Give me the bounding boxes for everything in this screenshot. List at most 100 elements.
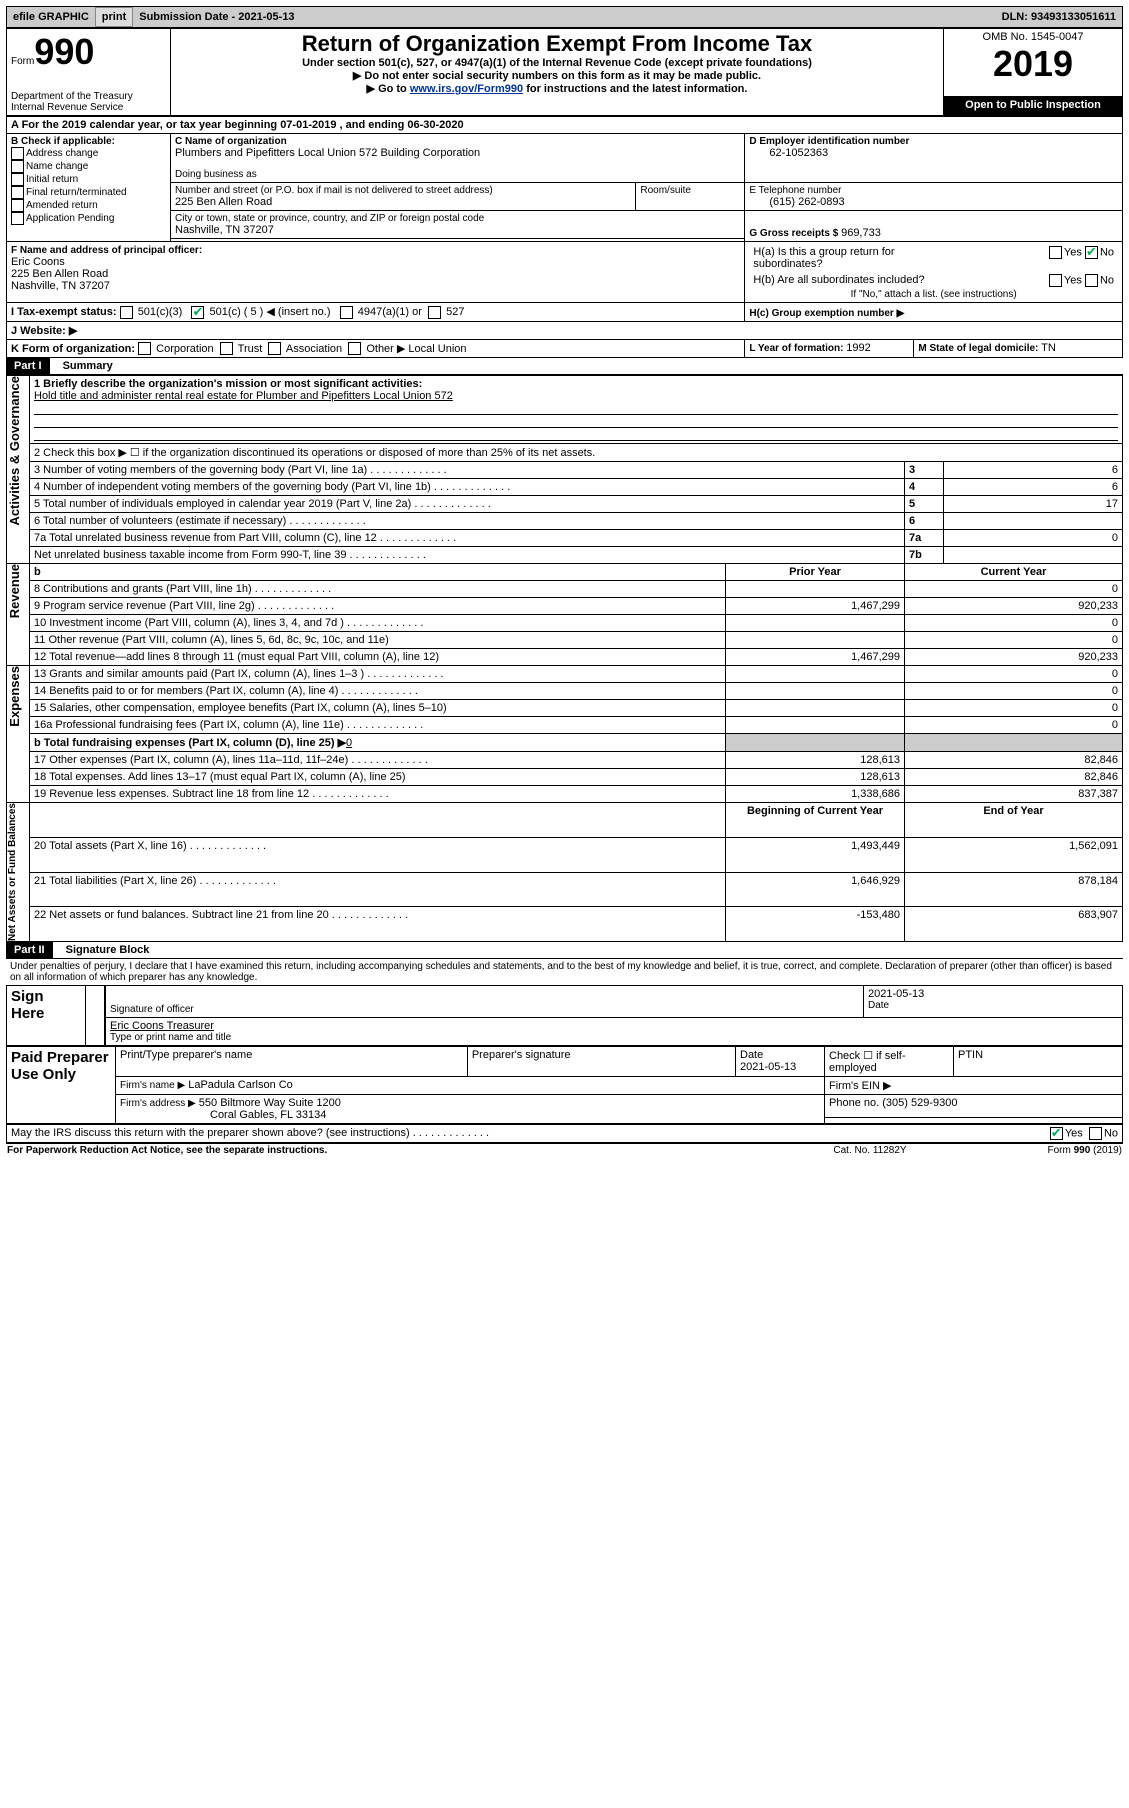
- lbl-4947: 4947(a)(1) or: [358, 306, 422, 318]
- box-h: H(a) Is this a group return for subordin…: [745, 242, 1123, 303]
- n7a: 7a: [905, 530, 944, 547]
- sig-date-row: 2021-05-13 Date: [864, 986, 1123, 1018]
- hb-yesno: Yes No: [971, 272, 1118, 289]
- box-hc: H(c) Group exemption number ▶: [745, 303, 1123, 322]
- grey1: [726, 734, 905, 752]
- cy18: 82,846: [905, 769, 1123, 786]
- chk-discuss-no[interactable]: [1089, 1127, 1102, 1140]
- l17: 17 Other expenses (Part IX, column (A), …: [34, 754, 428, 766]
- row-k: K Form of organization: Corporation Trus…: [7, 339, 745, 358]
- chk-4947[interactable]: [340, 306, 353, 319]
- n4: 4: [905, 479, 944, 496]
- irs-link[interactable]: www.irs.gov/Form990: [410, 83, 523, 95]
- pp-date-label: Date: [740, 1049, 763, 1061]
- py11: [726, 632, 905, 649]
- lbl-527: 527: [446, 306, 464, 318]
- pp-check: Check ☐ if self-employed: [825, 1047, 954, 1077]
- chk-other[interactable]: [348, 342, 361, 355]
- blank2: [825, 1117, 1123, 1124]
- chk-assoc[interactable]: [268, 342, 281, 355]
- chk-ha-yes[interactable]: [1049, 246, 1062, 259]
- chk-address-change[interactable]: [11, 147, 24, 160]
- period-row: A For the 2019 calendar year, or tax yea…: [7, 117, 1123, 134]
- lbl-yes2: Yes: [1064, 274, 1082, 286]
- chk-amended[interactable]: [11, 199, 24, 212]
- dept-treasury: Department of the Treasury Internal Reve…: [11, 91, 166, 113]
- n7b: 7b: [905, 547, 944, 564]
- n3: 3: [905, 462, 944, 479]
- cy16a: 0: [905, 717, 1123, 734]
- py17: 128,613: [726, 752, 905, 769]
- pp-date: 2021-05-13: [740, 1061, 796, 1073]
- hb-label: H(b) Are all subordinates included?: [749, 272, 970, 289]
- discuss-yesno: Yes No: [914, 1125, 1123, 1143]
- title-cell: Return of Organization Exempt From Incom…: [171, 29, 944, 116]
- firm-name: LaPadula Carlson Co: [188, 1079, 293, 1091]
- chk-501c3[interactable]: [120, 306, 133, 319]
- lbl-app-pending: Application Pending: [26, 213, 114, 224]
- l-label: L Year of formation:: [749, 343, 846, 354]
- v7a: 0: [944, 530, 1123, 547]
- line2: 2 Check this box ▶ ☐ if the organization…: [30, 444, 1123, 462]
- officer-type-row: Eric Coons Treasurer Type or print name …: [105, 1018, 1123, 1046]
- lbl-amended: Amended return: [26, 200, 98, 211]
- chk-corp[interactable]: [138, 342, 151, 355]
- i-label: I Tax-exempt status:: [11, 306, 117, 318]
- l18: 18 Total expenses. Add lines 13–17 (must…: [34, 771, 406, 783]
- phone-value: (615) 262-0893: [749, 196, 1118, 208]
- form-number: 990: [34, 31, 94, 72]
- box-b-label: B Check if applicable:: [11, 136, 166, 147]
- paid-preparer: Paid Preparer Use Only: [7, 1047, 116, 1124]
- part1-tab: Part I: [6, 358, 50, 374]
- chk-discuss-yes[interactable]: [1050, 1127, 1063, 1140]
- f-label: F Name and address of principal officer:: [11, 245, 202, 256]
- print-button[interactable]: print: [95, 7, 133, 27]
- chk-hb-no[interactable]: [1085, 274, 1098, 287]
- l8: 8 Contributions and grants (Part VIII, l…: [34, 583, 331, 595]
- penalty-text: Under penalties of perjury, I declare th…: [6, 959, 1123, 985]
- form-year: 2019: [948, 43, 1118, 85]
- chk-app-pending[interactable]: [11, 212, 24, 225]
- lbl-yes: Yes: [1064, 246, 1082, 258]
- form-no-footer: Form 990 (2019): [971, 1144, 1123, 1158]
- py20: 1,493,449: [726, 837, 905, 872]
- sidebar-revenue: Revenue: [7, 564, 22, 618]
- chk-501c[interactable]: [191, 306, 204, 319]
- j-label: J Website: ▶: [11, 325, 77, 337]
- lbl-final-return: Final return/terminated: [26, 187, 127, 198]
- hb-note: If "No," attach a list. (see instruction…: [749, 289, 1118, 300]
- form-header-table: Form990 Department of the Treasury Inter…: [6, 28, 1123, 116]
- g-label: G Gross receipts $: [749, 228, 841, 239]
- chk-ha-no[interactable]: [1085, 246, 1098, 259]
- l16b-val: 0: [346, 737, 352, 749]
- chk-trust[interactable]: [220, 342, 233, 355]
- py13: [726, 666, 905, 683]
- firm-name-label: Firm's name ▶: [120, 1080, 185, 1091]
- type-name-label: Type or print name and title: [110, 1032, 1118, 1043]
- chk-527[interactable]: [428, 306, 441, 319]
- l16b-cell: b Total fundraising expenses (Part IX, c…: [30, 734, 726, 752]
- py10: [726, 615, 905, 632]
- k-label: K Form of organization:: [11, 343, 135, 355]
- cat-no: Cat. No. 11282Y: [769, 1144, 971, 1158]
- chk-hb-yes[interactable]: [1049, 274, 1062, 287]
- sidebar-activities: Activities & Governance: [7, 376, 22, 526]
- l14: 14 Benefits paid to or for members (Part…: [34, 685, 418, 697]
- e-label: E Telephone number: [749, 185, 1118, 196]
- cy21: 878,184: [905, 872, 1123, 907]
- l16a: 16a Professional fundraising fees (Part …: [34, 719, 423, 731]
- firm-addr-label: Firm's address ▶: [120, 1098, 196, 1109]
- chk-final-return[interactable]: [11, 186, 24, 199]
- py19: 1,338,686: [726, 786, 905, 803]
- row-j: J Website: ▶: [7, 321, 1123, 339]
- firm-phone-label: Phone no.: [829, 1097, 882, 1109]
- chk-initial-return[interactable]: [11, 173, 24, 186]
- l10: 10 Investment income (Part VIII, column …: [34, 617, 423, 629]
- l13: 13 Grants and similar amounts paid (Part…: [34, 668, 444, 680]
- d-label: D Employer identification number: [749, 136, 1118, 147]
- chk-name-change[interactable]: [11, 160, 24, 173]
- firm-name-row: Firm's name ▶ LaPadula Carlson Co: [116, 1077, 825, 1095]
- sign-here: Sign Here: [7, 986, 86, 1046]
- ha-yesno: Yes No: [971, 244, 1118, 272]
- discuss-text: May the IRS discuss this return with the…: [11, 1127, 489, 1139]
